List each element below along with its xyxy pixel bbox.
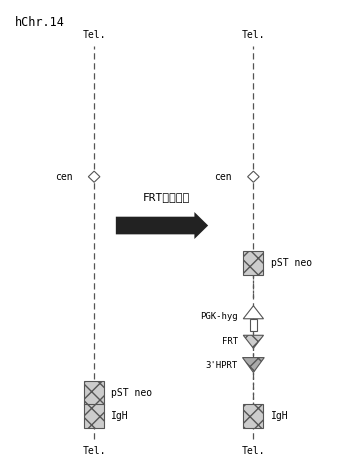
Polygon shape: [243, 306, 264, 319]
Text: 3'HPRT: 3'HPRT: [205, 360, 237, 370]
Bar: [243, 404, 264, 428]
Text: FRT配列挿入: FRT配列挿入: [143, 192, 190, 202]
Text: PGK-hyg: PGK-hyg: [200, 312, 238, 321]
Bar: [84, 381, 104, 405]
Text: pST neo: pST neo: [270, 258, 312, 268]
Text: hChr.14: hChr.14: [14, 16, 64, 29]
Bar: [243, 251, 264, 275]
Text: pST neo: pST neo: [111, 388, 152, 398]
Text: cen: cen: [214, 172, 232, 182]
Bar: [84, 404, 104, 428]
Polygon shape: [243, 335, 264, 348]
FancyArrow shape: [116, 212, 208, 239]
Bar: [250, 319, 257, 332]
Polygon shape: [248, 171, 259, 182]
Text: FRT: FRT: [222, 337, 238, 346]
Text: cen: cen: [55, 172, 72, 182]
Text: Tel.: Tel.: [242, 446, 265, 457]
Text: IgH: IgH: [111, 411, 129, 421]
Text: Tel.: Tel.: [242, 29, 265, 40]
Polygon shape: [243, 358, 264, 372]
Text: Tel.: Tel.: [83, 446, 106, 457]
Polygon shape: [88, 171, 100, 182]
Text: Tel.: Tel.: [83, 29, 106, 40]
Text: IgH: IgH: [270, 411, 288, 421]
